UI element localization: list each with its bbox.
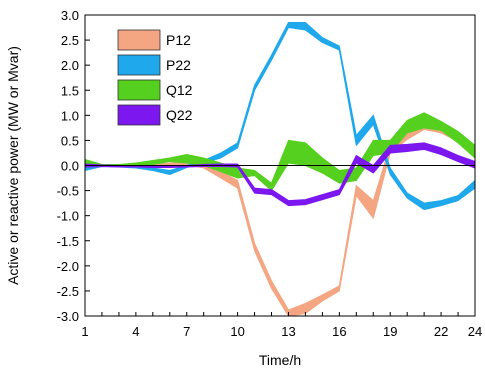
legend: P12 P22 Q12 Q22 xyxy=(117,29,193,126)
y-axis-label: Active or reactive power (MW or Mvar) xyxy=(5,46,21,285)
legend-swatch-q22 xyxy=(117,104,161,126)
x-tick-label: 19 xyxy=(383,324,397,339)
band-p12 xyxy=(84,123,476,317)
y-tick-label: -1.5 xyxy=(57,234,79,249)
y-tick-label: -0.5 xyxy=(57,184,79,199)
y-tick-label: 1.5 xyxy=(61,83,79,98)
legend-swatch-p12 xyxy=(117,29,161,51)
y-tick-label: 1.0 xyxy=(61,108,79,123)
x-tick-label: 13 xyxy=(281,324,295,339)
legend-swatch-q12 xyxy=(117,79,161,101)
legend-label-q22: Q22 xyxy=(166,107,193,123)
y-tick-label: 2.0 xyxy=(61,58,79,73)
y-tick-label: 0.0 xyxy=(61,159,79,174)
y-tick-label: -1.0 xyxy=(57,209,79,224)
x-axis: 1 4 7 10 13 16 19 22 24 xyxy=(81,312,482,339)
x-tick-label: 4 xyxy=(132,324,139,339)
y-tick-label: 2.5 xyxy=(61,33,79,48)
x-tick-label: 16 xyxy=(332,324,346,339)
x-axis-label: Time/h xyxy=(259,352,301,368)
x-tick-label: 24 xyxy=(468,324,482,339)
legend-label-p12: P12 xyxy=(166,32,191,48)
x-tick-label: 22 xyxy=(434,324,448,339)
x-tick-label: 7 xyxy=(183,324,190,339)
legend-label-q12: Q12 xyxy=(166,82,193,98)
y-axis: 3.0 2.5 2.0 1.5 1.0 0.5 0.0 -0.5 -1.0 -1.5 -2.0 -2.… xyxy=(57,8,90,324)
x-tick-label: 1 xyxy=(81,324,88,339)
y-tick-label: 3.0 xyxy=(61,8,79,23)
y-tick-label: -2.0 xyxy=(57,259,79,274)
y-tick-label: -2.5 xyxy=(57,284,79,299)
y-tick-label: 0.5 xyxy=(61,133,79,148)
x-tick-label: 10 xyxy=(230,324,244,339)
y-tick-label: -3.0 xyxy=(57,309,79,324)
legend-label-p22: P22 xyxy=(166,57,191,73)
legend-swatch-p22 xyxy=(117,54,161,76)
